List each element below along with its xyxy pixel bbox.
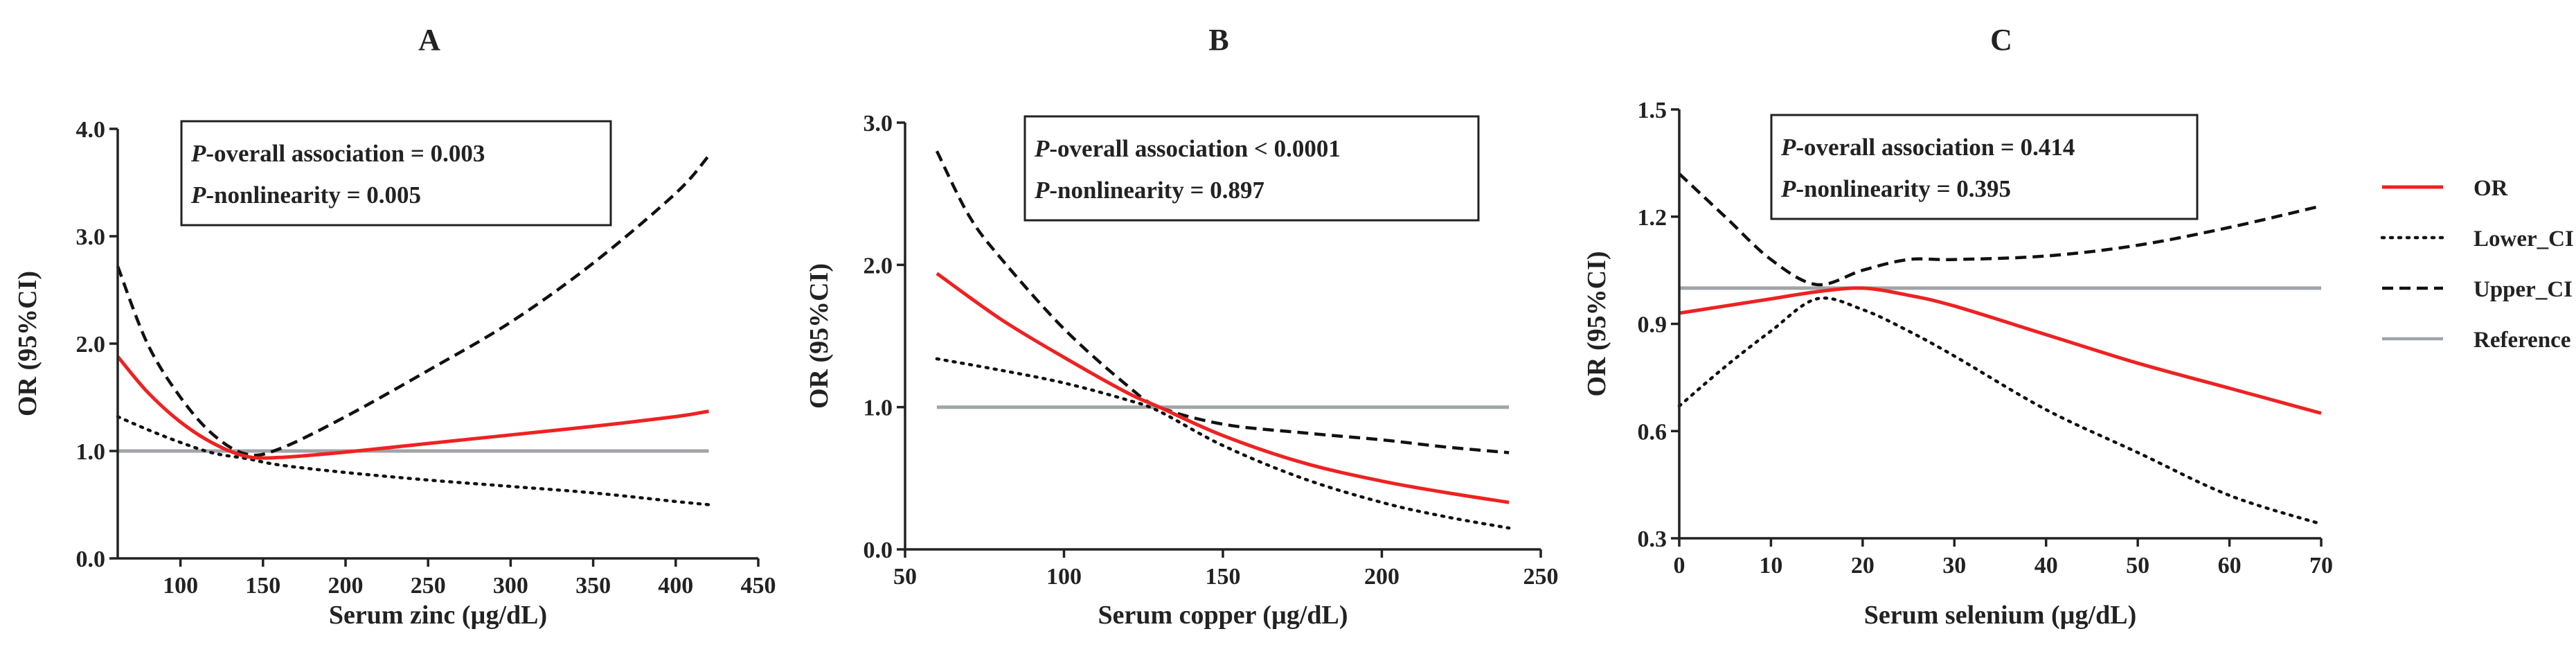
panel-b-ytick-label: 2.0 (864, 253, 893, 279)
panel-c-xtick-label: 50 (2126, 553, 2149, 578)
legend-upper-ci-label: Upper_CI (2474, 277, 2573, 302)
panel-a-ytick-label: 2.0 (76, 332, 106, 357)
legend-reference-label: Reference (2474, 328, 2570, 353)
panel-a: A 0.0 1.0 2.0 3.0 4.0 100 150 200 250 300 350 400 450… (13, 23, 776, 630)
panel-b-annotation-nonlinearity: P-nonlinearity = 0.897 (1034, 177, 1264, 204)
panel-c-xtick-label: 10 (1759, 553, 1782, 578)
panel-b-lower-ci-line (935, 357, 1511, 530)
panel-a-annotation-nonlinearity: P-nonlinearity = 0.005 (190, 182, 421, 209)
panel-c-xtick-label: 70 (2309, 553, 2333, 578)
panel-c-xtick-label: 40 (2034, 553, 2058, 578)
panel-c-or-line (1679, 286, 2322, 415)
panel-a-ytick-label: 4.0 (76, 117, 106, 143)
panel-a-x-axis-title: Serum zinc (µg/dL) (329, 601, 547, 630)
panel-a-annotation-overall: P-overall association = 0.003 (190, 140, 485, 167)
panel-b-xtick-label: 200 (1364, 564, 1399, 590)
panel-a-ytick-label: 1.0 (76, 439, 106, 465)
panel-b: B 0.0 1.0 2.0 3.0 50 100 150 200 250 Serum copper … (805, 23, 1559, 630)
panel-a-ytick-label: 0.0 (76, 547, 106, 572)
panel-b-annotation-overall: P-overall association < 0.0001 (1034, 135, 1341, 162)
panel-b-y-axis-title: OR (95%CI) (805, 263, 834, 409)
panel-a-upper-ci-line (116, 154, 710, 457)
panel-a-ytick-label: 3.0 (76, 224, 106, 250)
panel-c-xtick-label: 60 (2218, 553, 2242, 578)
panel-a-letter: A (418, 23, 440, 57)
legend: OR Lower_CI Upper_CI Reference (2380, 176, 2574, 353)
legend-lower-ci-label: Lower_CI (2474, 227, 2574, 251)
panel-b-ytick-label: 0.0 (864, 538, 893, 563)
panel-b-ytick-label: 3.0 (864, 111, 893, 136)
panel-b-xtick-label: 150 (1206, 564, 1241, 590)
panel-b-xtick-label: 100 (1046, 564, 1082, 590)
panel-a-xtick-label: 350 (575, 573, 611, 599)
panel-c-xtick-label: 20 (1851, 553, 1875, 578)
panel-c-annotation-overall: P-overall association = 0.414 (1780, 134, 2075, 161)
panel-c-ytick-label: 1.2 (1638, 205, 1667, 231)
panel-b-annotation-box (1023, 115, 1480, 222)
panel-c-letter: C (1990, 23, 2012, 57)
panel-b-xtick-label: 50 (893, 564, 917, 590)
panel-a-y-axis-title: OR (95%CI) (13, 271, 42, 416)
panel-c-ytick-label: 1.5 (1638, 98, 1667, 123)
panel-c-xtick-label: 30 (1942, 553, 1966, 578)
panel-b-xtick-label: 250 (1523, 564, 1559, 590)
panel-b-ytick-label: 1.0 (864, 396, 893, 421)
panel-b-letter: B (1208, 23, 1228, 57)
panel-b-or-line (936, 272, 1510, 504)
panel-a-lower-ci-line (116, 415, 710, 506)
panel-c-x-axis-title: Serum selenium (µg/dL) (1864, 601, 2136, 630)
panel-c: C 0.3 0.6 0.9 1.2 1.5 0 10 20 30 40 50 60 70 Serum sel… (1582, 23, 2333, 630)
panel-c-ytick-label: 0.3 (1638, 527, 1667, 552)
panel-a-xtick-label: 100 (163, 573, 198, 599)
panel-b-x-axis-title: Serum copper (µg/dL) (1098, 601, 1348, 630)
panel-a-xtick-label: 250 (411, 573, 446, 599)
panel-a-xtick-label: 400 (658, 573, 693, 599)
panel-c-annotation-nonlinearity: P-nonlinearity = 0.395 (1780, 175, 2011, 202)
panel-c-lower-ci-line (1677, 297, 2323, 526)
panel-c-upper-ci-line (1678, 173, 2322, 287)
panel-c-xtick-label: 0 (1674, 553, 1685, 578)
panel-a-or-line (116, 355, 709, 460)
panel-c-ytick-label: 0.9 (1638, 312, 1667, 338)
panel-a-xtick-label: 150 (245, 573, 280, 599)
panel-a-xtick-label: 300 (493, 573, 528, 599)
panel-a-xtick-label: 450 (741, 573, 776, 599)
panel-b-upper-ci-line (935, 150, 1510, 454)
panel-c-ytick-label: 0.6 (1638, 419, 1667, 445)
legend-or-label: OR (2474, 176, 2509, 201)
panel-c-y-axis-title: OR (95%CI) (1582, 251, 1611, 396)
panel-a-annotation-box (180, 120, 612, 227)
panel-a-xtick-label: 200 (328, 573, 363, 599)
panel-c-annotation-box (1770, 114, 2199, 220)
